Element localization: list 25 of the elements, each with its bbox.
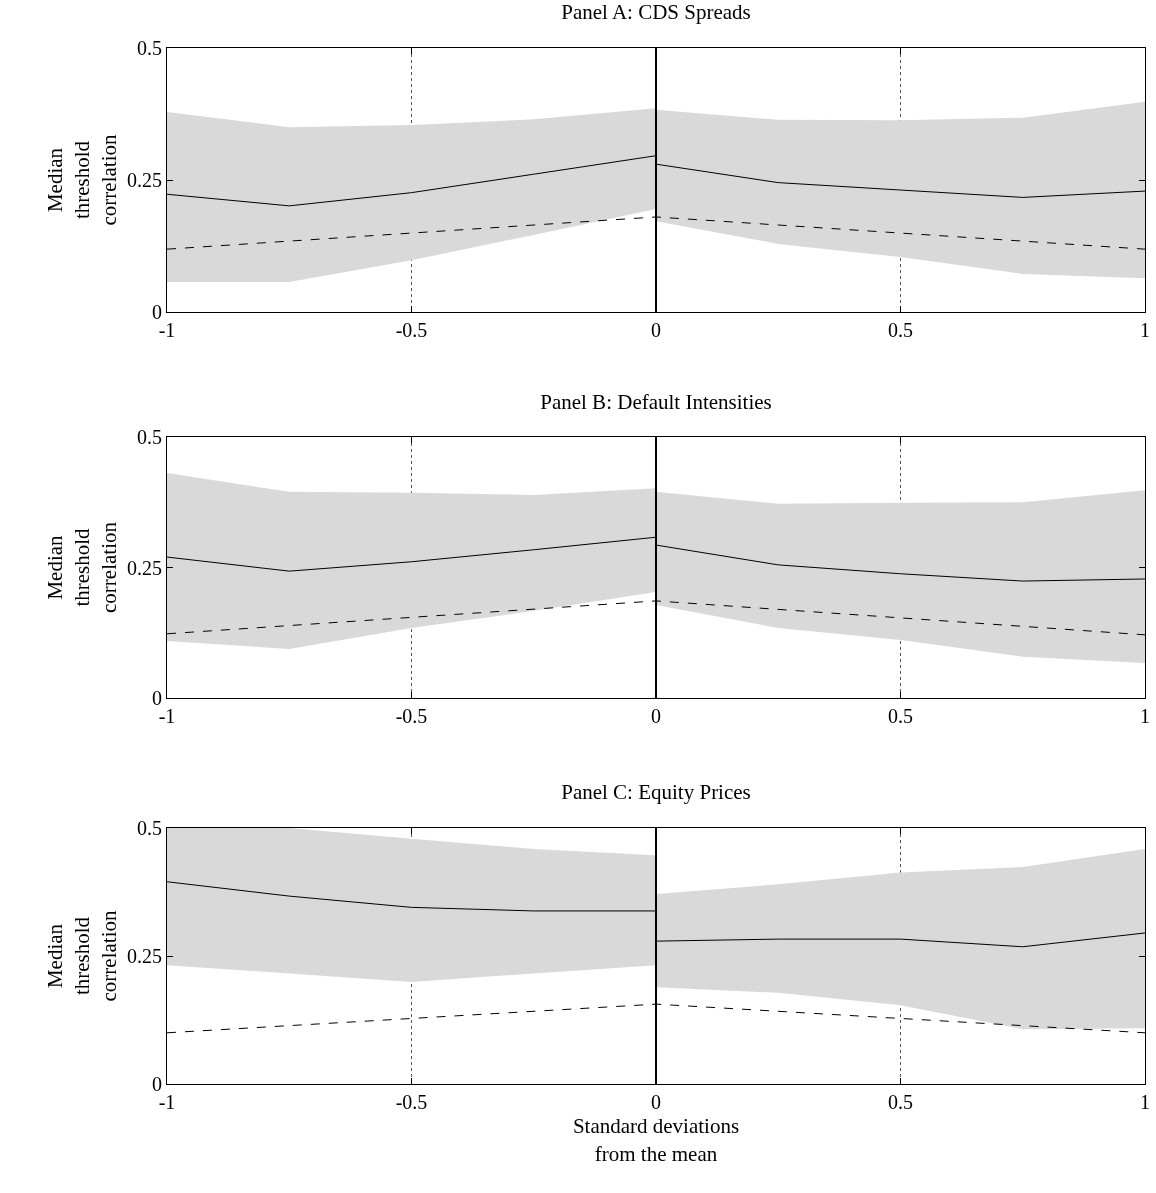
x-tick-label: 0 bbox=[651, 705, 661, 727]
chart-title: Panel C: Equity Prices bbox=[561, 779, 751, 804]
chart-title: Panel B: Default Intensities bbox=[540, 389, 772, 414]
chart-title: Panel A: CDS Spreads bbox=[561, 0, 751, 24]
y-axis-title: Median threshold correlation bbox=[42, 910, 122, 1002]
x-tick-label: -0.5 bbox=[395, 705, 428, 727]
y-tick-label: 0.5 bbox=[137, 426, 162, 448]
x-tick-label: 1 bbox=[1140, 319, 1150, 341]
x-tick-label: 0.5 bbox=[888, 1091, 913, 1113]
x-tick-label: 1 bbox=[1140, 705, 1150, 727]
y-axis-title: Median threshold correlation bbox=[42, 134, 122, 226]
x-tick-label: 0 bbox=[651, 1091, 661, 1113]
x-tick-label: 1 bbox=[1140, 1091, 1150, 1113]
y-tick-label: 0.25 bbox=[127, 945, 162, 967]
x-axis-title: Standard deviations from the mean bbox=[572, 1114, 740, 1166]
x-tick-label: 0.5 bbox=[888, 319, 913, 341]
y-axis-title: Median threshold correlation bbox=[42, 521, 122, 613]
x-tick-label: -0.5 bbox=[395, 1091, 428, 1113]
y-tick-label: 0.25 bbox=[127, 556, 162, 579]
y-tick-label: 0.25 bbox=[127, 169, 162, 191]
y-tick-label: 0.5 bbox=[137, 37, 162, 59]
x-tick-label: 0.5 bbox=[888, 705, 913, 727]
x-tick-label: -0.5 bbox=[395, 319, 428, 341]
x-tick-label: 0 bbox=[651, 319, 661, 341]
y-tick-label: 0.5 bbox=[137, 817, 162, 839]
